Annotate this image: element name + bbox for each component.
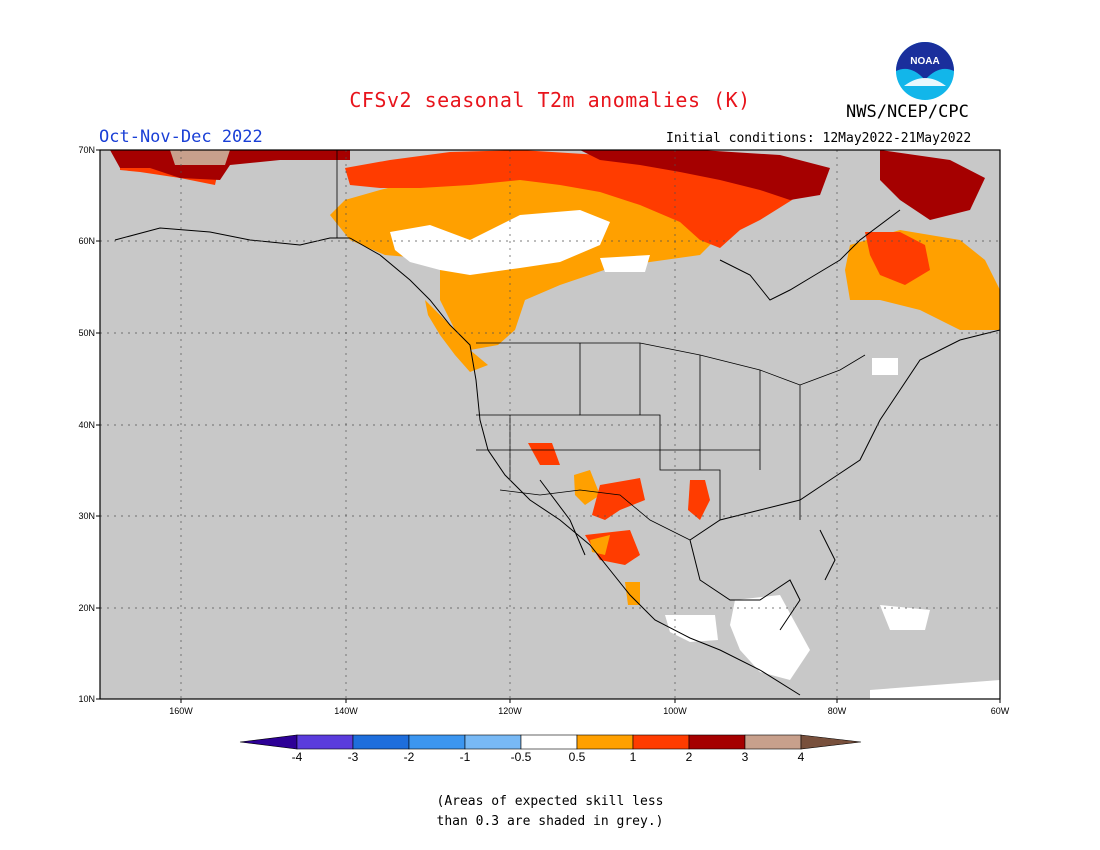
lon-label: 120W bbox=[498, 706, 522, 716]
lon-label: 100W bbox=[663, 706, 687, 716]
season-label: Oct-Nov-Dec 2022 bbox=[99, 127, 263, 147]
anomaly-orange-bc-coast bbox=[425, 300, 488, 372]
colorbar-segment bbox=[408, 734, 466, 750]
colorbar-segment bbox=[520, 734, 578, 750]
anomaly-map: 70N 60N 50N 40N 30N 20N 10N 160W 140W 120W 100W 80… bbox=[78, 145, 1010, 716]
anomaly-white-hudson-south bbox=[600, 255, 650, 272]
anomaly-darkred-alaska bbox=[110, 150, 350, 180]
lat-label: 40N bbox=[78, 420, 95, 430]
colorbar-label: -2 bbox=[404, 750, 415, 764]
initial-conditions-label: Initial conditions: 12May2022-21May2022 bbox=[666, 131, 972, 146]
colorbar-label: 0.5 bbox=[569, 750, 586, 764]
colorbar-segment bbox=[632, 734, 690, 750]
anomaly-white-sa bbox=[870, 680, 1000, 699]
colorbar-label: 3 bbox=[742, 750, 749, 764]
colorbar-label: -1 bbox=[460, 750, 471, 764]
borders bbox=[336, 150, 866, 541]
anomaly-redorange-north bbox=[345, 150, 800, 248]
anomaly-orange-arizona bbox=[574, 470, 600, 505]
lat-label: 60N bbox=[78, 236, 95, 246]
anomaly-redorange-texas bbox=[688, 480, 710, 520]
skill-note: (Areas of expected skill less than 0.3 a… bbox=[0, 792, 1100, 832]
agency-label: NWS/NCEP/CPC bbox=[846, 102, 969, 122]
colorbar-label: 2 bbox=[686, 750, 693, 764]
colorbar-label: -0.5 bbox=[511, 750, 532, 764]
lat-label: 70N bbox=[78, 145, 95, 155]
lat-label: 20N bbox=[78, 603, 95, 613]
anomaly-white-central-america bbox=[730, 595, 810, 680]
map-title: CFSv2 seasonal T2m anomalies (K) bbox=[349, 88, 751, 112]
anomaly-darkred-greenland bbox=[880, 150, 985, 220]
coastlines bbox=[114, 209, 1000, 696]
colorbar-arrow-left bbox=[239, 734, 298, 750]
anomaly-redorange-newmexico bbox=[592, 478, 645, 520]
lat-label: 10N bbox=[78, 694, 95, 704]
skill-note-line2: than 0.3 are shaded in grey.) bbox=[436, 814, 664, 829]
lon-label: 140W bbox=[334, 706, 358, 716]
colorbar-label: 4 bbox=[798, 750, 805, 764]
colorbar-segment bbox=[576, 734, 634, 750]
lon-label: 60W bbox=[991, 706, 1010, 716]
graticule bbox=[100, 150, 1000, 699]
anomaly-darkred-arctic bbox=[580, 150, 830, 200]
colorbar-segment bbox=[744, 734, 802, 750]
colorbar-segment bbox=[296, 734, 354, 750]
skill-note-line1: (Areas of expected skill less bbox=[436, 794, 664, 809]
lat-label: 30N bbox=[78, 511, 95, 521]
anomaly-white-caribbean bbox=[880, 605, 930, 630]
noaa-logo-text: NOAA bbox=[910, 56, 939, 67]
colorbar-segment bbox=[464, 734, 522, 750]
lon-label: 80W bbox=[828, 706, 847, 716]
anomaly-orange-jalisco bbox=[625, 582, 640, 605]
anomaly-redorange-quebec bbox=[865, 232, 930, 285]
anomaly-white-nova-scotia bbox=[872, 358, 898, 375]
colorbar: -4 -3 -2 -1 -0.5 0.5 1 2 3 4 bbox=[239, 734, 862, 764]
lat-label: 50N bbox=[78, 328, 95, 338]
anomaly-redorange-nevada bbox=[528, 443, 560, 465]
colorbar-arrow-right bbox=[800, 734, 862, 750]
colorbar-label: -3 bbox=[348, 750, 359, 764]
anomaly-orange-mexico-w bbox=[590, 535, 610, 555]
colorbar-segment bbox=[352, 734, 410, 750]
colorbar-label: -4 bbox=[292, 750, 303, 764]
colorbar-segment bbox=[688, 734, 746, 750]
lon-label: 160W bbox=[169, 706, 193, 716]
anomaly-white-central-canada bbox=[390, 210, 610, 275]
colorbar-label: 1 bbox=[630, 750, 637, 764]
anomaly-white-s-mexico bbox=[665, 615, 718, 642]
noaa-logo: NOAA bbox=[896, 42, 954, 100]
anomaly-tan-alaska bbox=[170, 150, 230, 165]
